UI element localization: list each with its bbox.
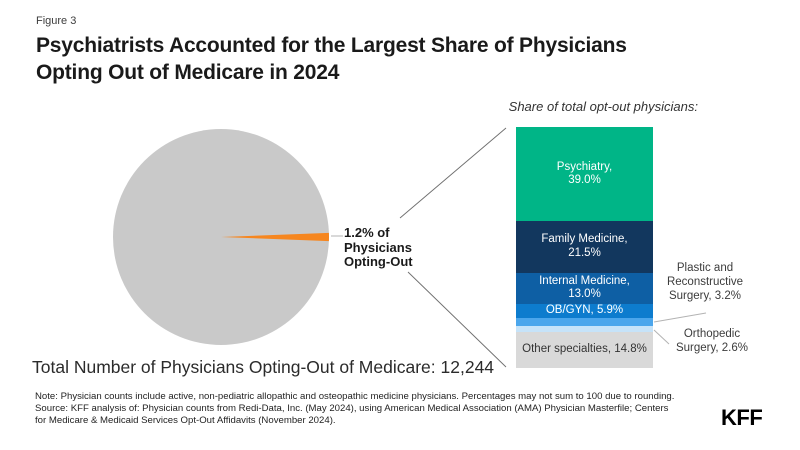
page-title: Psychiatrists Accounted for the Largest … [36,34,627,84]
figure-label: Figure 3 [36,15,77,27]
bar-segment-label-orthopedic-surgery: Orthopedic Surgery, 2.6% [675,328,748,354]
total-optout-label: Total Number of Physicians Opting-Out of… [32,357,495,377]
chart-subtitle: Share of total opt-out physicians: [508,99,698,114]
note-and-source-text: Note: Physician counts include active, n… [35,391,675,426]
bar-segment-family-medicine: Family Medicine, 21.5% [516,221,653,273]
kff-logo: KFF [721,405,763,430]
bar-segment-label-family-medicine: Family Medicine, 21.5% [541,233,628,259]
bar-segment-orthopedic-surgery [516,325,653,333]
bar-segment-internal-medicine: Internal Medicine, 13.0% [516,272,653,305]
bar-segment-label-plastic-reconstructive-surgery: Plastic and Reconstructive Surgery, 3.2% [666,262,744,302]
pie-callout-label: 1.2% of Physicians Opting-Out [344,225,413,269]
bar-segment-label-internal-medicine: Internal Medicine, 13.0% [539,274,630,301]
pie-optout-slice [221,232,329,242]
bar-segment-plastic-reconstructive-surgery [516,318,653,326]
bar-segment-obgyn: OB/GYN, 5.9% [516,304,653,319]
bar-segment-psychiatry: Psychiatry, 39.0% [516,127,653,221]
bar-segment-label-obgyn: OB/GYN, 5.9% [545,304,624,317]
bar-segment-label-psychiatry: Psychiatry, 39.0% [556,160,613,187]
stacked-bar: Psychiatry, 39.0% Family Medicine, 21.5% I… [516,127,653,368]
bar-segment-label-other-specialties: Other specialties, 14.8% [522,343,647,356]
bar-segment-other-specialties: Other specialties, 14.8% [516,332,653,368]
